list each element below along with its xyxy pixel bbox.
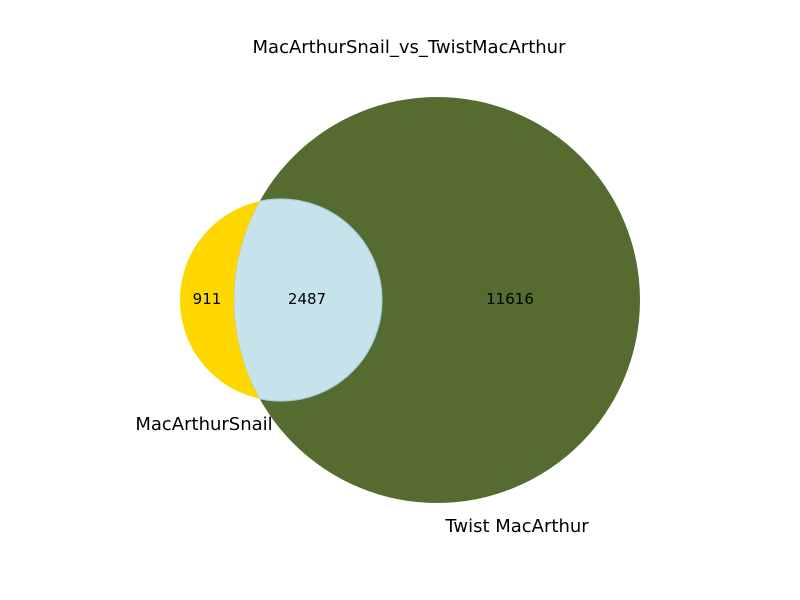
only-b-count: 11616 [486,290,534,308]
set-a-label: MacArthurSnail [135,414,272,435]
intersection-outline [234,198,383,402]
only-a-count: 911 [193,290,222,308]
intersection-count: 2487 [288,290,326,308]
set-b-circle [234,97,640,503]
chart-title: MacArthurSnail_vs_TwistMacArthur [253,37,567,58]
set-b-label: Twist MacArthur [444,516,589,537]
